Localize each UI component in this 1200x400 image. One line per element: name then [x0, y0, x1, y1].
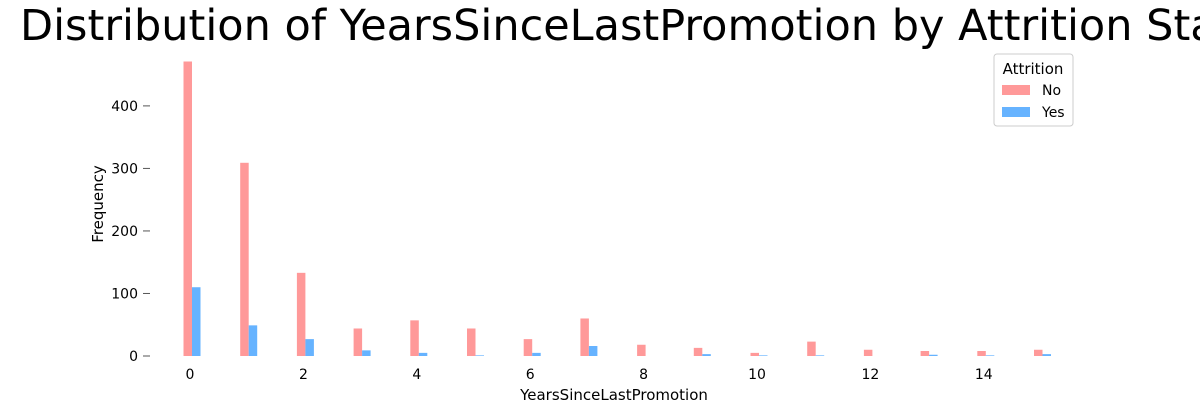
- bar-yes-5: [475, 355, 484, 356]
- bar-yes-10: [759, 355, 768, 356]
- bar-no-3: [353, 328, 363, 356]
- bar-yes-6: [532, 352, 541, 356]
- bar-yes-0: [192, 287, 201, 356]
- x-tick-label: 14: [975, 367, 993, 383]
- x-axis-label: YearsSinceLastPromotion: [519, 386, 708, 400]
- bar-no-1: [240, 162, 249, 356]
- bar-no-10: [750, 352, 759, 356]
- bar-yes-7: [588, 346, 598, 356]
- bar-no-7: [580, 318, 589, 356]
- chart-title: Distribution of YearsSinceLastPromotion …: [20, 1, 1200, 51]
- x-tick-label: 2: [299, 367, 308, 383]
- legend-label-no: No: [1042, 83, 1061, 99]
- bar-no-6: [523, 339, 533, 356]
- bar-no-13: [920, 351, 930, 356]
- bar-yes-14: [985, 355, 995, 356]
- x-tick-label: 12: [861, 367, 879, 383]
- bar-no-4: [410, 320, 419, 356]
- bar-no-9: [693, 347, 703, 356]
- legend-title: Attrition: [1003, 60, 1064, 78]
- y-tick-label: 300: [111, 161, 138, 177]
- legend-swatch-yes: [1002, 107, 1030, 117]
- bar-yes-13: [929, 354, 938, 356]
- x-tick-label: 8: [639, 367, 648, 383]
- bar-no-2: [296, 272, 306, 356]
- y-axis-label: Frequency: [89, 165, 107, 243]
- bar-yes-3: [362, 350, 371, 356]
- bar-no-14: [977, 351, 986, 356]
- bar-no-11: [807, 341, 816, 356]
- x-tick-label: 10: [748, 367, 766, 383]
- y-tick-label: 0: [129, 349, 138, 365]
- bar-yes-15: [1042, 354, 1051, 356]
- bar-yes-11: [815, 355, 825, 356]
- bar-no-8: [637, 344, 646, 356]
- x-tick-label: 6: [526, 367, 535, 383]
- y-tick-label: 400: [111, 99, 138, 115]
- bar-no-12: [863, 349, 873, 356]
- bar-no-0: [183, 61, 192, 356]
- x-tick-label: 4: [412, 367, 421, 383]
- bar-yes-1: [248, 325, 258, 356]
- bar-no-5: [467, 328, 476, 356]
- bar-no-15: [1034, 349, 1043, 356]
- y-tick-label: 200: [111, 224, 138, 240]
- bars-group: [183, 61, 1051, 356]
- legend-swatch-no: [1002, 85, 1030, 95]
- legend: Attrition No Yes: [993, 53, 1074, 127]
- y-tick-label: 100: [111, 286, 138, 302]
- y-axis: 0 100 200 300 400: [111, 99, 150, 365]
- x-axis: 0 2 4 6 8 10 12 14: [186, 367, 993, 383]
- bar-yes-2: [305, 339, 314, 356]
- bar-yes-4: [418, 352, 428, 356]
- legend-label-yes: Yes: [1041, 105, 1065, 121]
- bar-yes-9: [702, 354, 711, 356]
- x-tick-label: 0: [186, 367, 195, 383]
